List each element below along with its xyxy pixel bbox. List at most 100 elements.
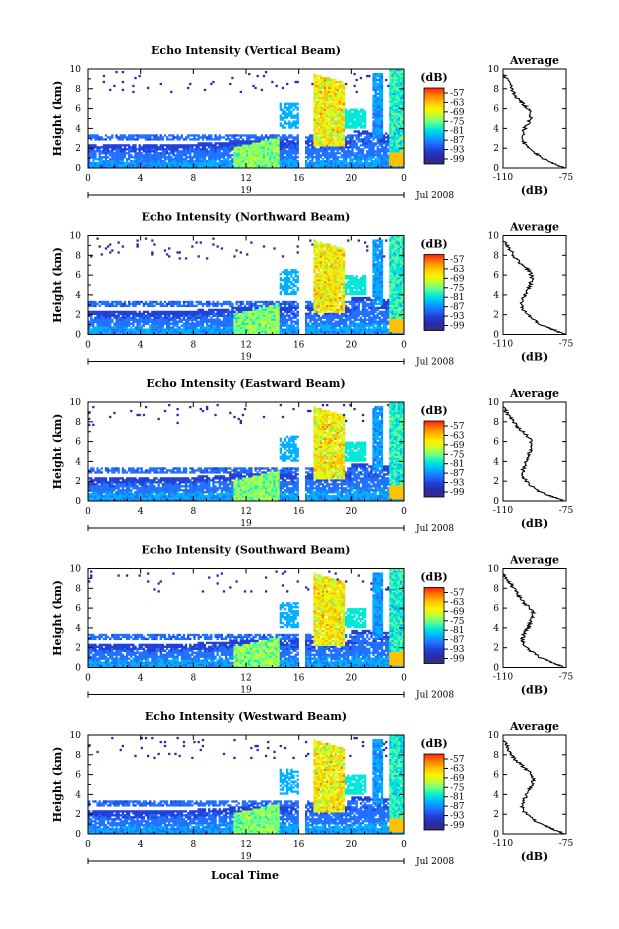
heatmap-cell	[376, 164, 379, 167]
heatmap-cell	[353, 142, 356, 145]
heatmap-cell	[151, 134, 154, 137]
heatmap-cell	[376, 82, 379, 86]
heatmap-cell	[334, 136, 337, 139]
heatmap-cell	[281, 118, 285, 121]
heatmap-cell	[168, 134, 171, 137]
heatmap-cell	[231, 134, 234, 137]
heatmap-cell	[330, 102, 333, 105]
heatmap-cell	[222, 164, 226, 167]
heatmap-cell	[96, 322, 99, 325]
heatmap-cell	[336, 112, 339, 115]
heatmap-cell	[163, 332, 167, 335]
heatmap-cell	[315, 296, 318, 300]
heatmap-cell	[283, 158, 287, 161]
heatmap-cell	[246, 308, 249, 312]
heatmap-cell	[151, 253, 154, 256]
heatmap-cell	[212, 322, 215, 325]
heatmap-cell	[142, 316, 146, 319]
heatmap-cell	[216, 146, 219, 149]
heatmap-cell	[311, 324, 314, 327]
heatmap-cell	[315, 122, 318, 125]
heatmap-cell	[315, 140, 318, 143]
heatmap-cell	[275, 152, 278, 155]
heatmap-cell	[237, 324, 240, 327]
heatmap-cell	[372, 124, 375, 127]
heatmap-cell	[321, 98, 325, 101]
heatmap-cell	[264, 140, 268, 143]
heatmap-cell	[144, 302, 148, 306]
heatmap-cell	[174, 166, 177, 169]
heatmap-cell	[317, 92, 320, 96]
heatmap-cell	[283, 122, 287, 125]
heatmap-cell	[241, 160, 245, 163]
heatmap-cell	[393, 140, 396, 143]
heatmap-cell	[90, 152, 93, 155]
heatmap-cell	[132, 318, 135, 321]
heatmap-cell	[174, 312, 177, 315]
heatmap-cell	[294, 164, 297, 167]
heatmap-cell	[401, 142, 405, 145]
heatmap-cell	[218, 318, 221, 321]
heatmap-cell	[283, 324, 287, 327]
heatmap-cell	[319, 134, 323, 137]
heatmap-cell	[357, 134, 360, 137]
heatmap-cell	[119, 310, 122, 314]
heatmap-cell	[304, 142, 308, 145]
heatmap-cell	[361, 152, 365, 155]
heatmap-cell	[256, 152, 259, 155]
heatmap-cell	[165, 320, 169, 323]
heatmap-cell	[157, 314, 160, 317]
heatmap-cell	[315, 112, 318, 115]
heatmap-cell	[231, 302, 234, 306]
heatmap-cell	[370, 158, 373, 161]
heatmap-cell	[235, 300, 238, 304]
heatmap-cell	[106, 328, 110, 331]
heatmap-cell	[100, 330, 103, 333]
heatmap-cell	[92, 154, 95, 157]
heatmap-cell	[319, 92, 323, 96]
heatmap-cell	[111, 310, 114, 314]
heatmap-cell	[399, 120, 403, 123]
heatmap-cell	[119, 158, 122, 161]
panel-0: Echo Intensity (Vertical Beam)0246810Hei…	[51, 44, 574, 201]
heatmap-cell	[260, 312, 264, 315]
heatmap-cell	[159, 332, 162, 335]
heatmap-cell	[168, 302, 171, 306]
heatmap-cell	[391, 152, 394, 155]
heatmap-cell	[294, 144, 297, 147]
heatmap-cell	[115, 154, 118, 157]
heatmap-cell	[334, 122, 337, 125]
heatmap-cell	[288, 324, 291, 327]
heatmap-cell	[197, 255, 200, 258]
heatmap-cell	[374, 114, 377, 117]
heatmap-cell	[260, 160, 264, 163]
heatmap-cell	[338, 108, 341, 111]
heatmap-cell	[199, 241, 202, 244]
colorbar-tick-label: -57	[450, 89, 465, 99]
heatmap-cell	[395, 120, 398, 123]
heatmap-cell	[315, 160, 318, 163]
heatmap-cell	[227, 160, 230, 163]
heatmap-cell	[326, 104, 329, 107]
heatmap-cell	[271, 304, 274, 308]
heatmap-cell	[328, 90, 331, 94]
heatmap-cell	[102, 160, 106, 163]
heatmap-cell	[296, 122, 299, 125]
heatmap-cell	[355, 90, 358, 94]
heatmap-cell	[296, 302, 299, 306]
heatmap-cell	[210, 146, 213, 149]
heatmap-cell	[326, 80, 329, 84]
heatmap-cell	[161, 156, 165, 159]
heatmap-cell	[96, 237, 99, 240]
heatmap-cell	[330, 144, 333, 147]
heatmap-cell	[326, 98, 329, 101]
heatmap-cell	[319, 124, 323, 127]
heatmap-cell	[292, 162, 295, 165]
heatmap-cell	[174, 330, 177, 333]
heatmap-cell	[334, 92, 337, 96]
heatmap-cell	[106, 320, 110, 323]
heatmap-cell	[351, 124, 354, 127]
heatmap-cell	[264, 160, 268, 163]
heatmap-cell	[165, 144, 169, 147]
heatmap-cell	[317, 96, 320, 99]
